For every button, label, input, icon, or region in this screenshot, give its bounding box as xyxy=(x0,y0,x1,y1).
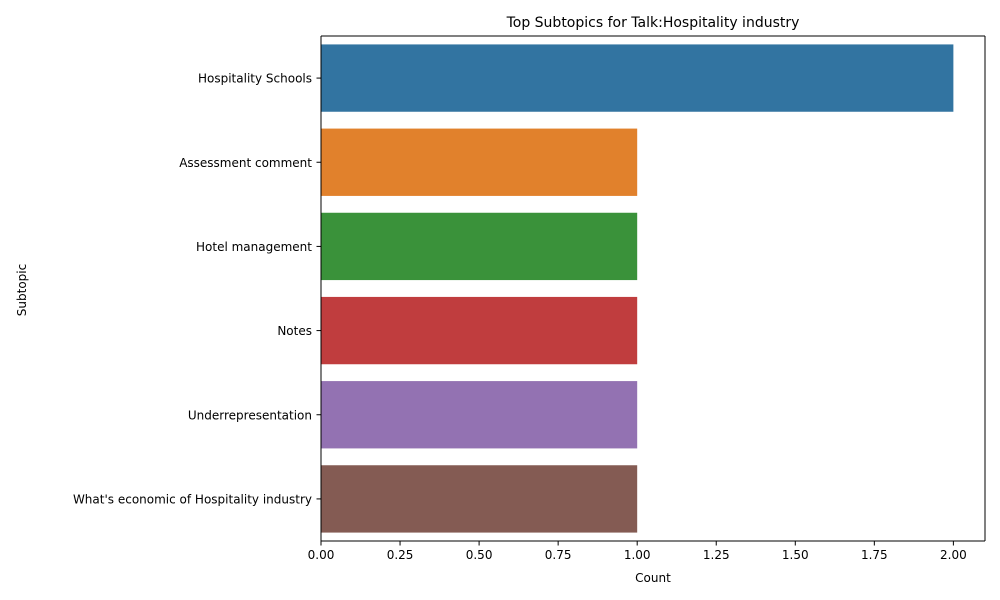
axis-spines xyxy=(320,35,986,542)
x-tick-label: 1.50 xyxy=(782,548,809,562)
x-tick-label: 0.00 xyxy=(308,548,335,562)
bar-3 xyxy=(321,296,638,365)
y-tick-label: Underrepresentation xyxy=(188,408,312,422)
bar-4 xyxy=(321,381,638,449)
x-axis-label: Count xyxy=(635,571,671,585)
x-tick-label: 0.50 xyxy=(466,548,493,562)
y-axis-ticks: Hospitality Schools Assessment comment Hot… xyxy=(73,72,321,506)
bar-5 xyxy=(321,465,638,533)
y-axis-label: Subtopic xyxy=(15,264,29,316)
x-tick-label: 0.25 xyxy=(387,548,414,562)
y-tick-label: Hospitality Schools xyxy=(198,72,312,86)
y-tick-label: What's economic of Hospitality industry xyxy=(73,492,312,506)
x-tick-label: 0.75 xyxy=(545,548,572,562)
bars-group xyxy=(321,44,954,533)
y-tick-label: Assessment comment xyxy=(179,156,312,170)
bar-0 xyxy=(321,44,954,112)
bar-1 xyxy=(321,128,638,196)
y-tick-label: Hotel management xyxy=(196,240,312,254)
x-tick-label: 2.00 xyxy=(940,548,967,562)
x-axis-ticks: 0.00 0.25 0.50 0.75 1.00 1.25 1.50 1.75 2.00 xyxy=(308,541,967,562)
x-tick-label: 1.75 xyxy=(861,548,888,562)
x-tick-label: 1.25 xyxy=(703,548,730,562)
chart-title: Top Subtopics for Talk:Hospitality indus… xyxy=(506,15,800,31)
bar-2 xyxy=(321,212,638,281)
x-tick-label: 1.00 xyxy=(624,548,651,562)
y-tick-label: Notes xyxy=(277,324,312,338)
